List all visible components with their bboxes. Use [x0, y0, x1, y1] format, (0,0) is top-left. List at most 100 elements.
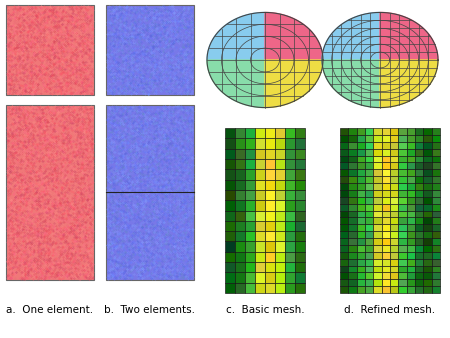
Bar	[407, 142, 415, 149]
Bar	[423, 128, 432, 135]
Bar	[382, 259, 390, 266]
Bar	[407, 149, 415, 155]
Bar	[225, 211, 235, 221]
Bar	[432, 259, 440, 266]
Bar	[357, 169, 365, 176]
Bar	[235, 200, 245, 211]
Bar	[415, 217, 423, 224]
Bar	[348, 211, 357, 217]
Bar	[235, 179, 245, 190]
Bar	[365, 197, 374, 203]
Bar	[348, 266, 357, 272]
Bar	[340, 183, 348, 190]
Bar	[255, 241, 265, 252]
Bar	[374, 238, 382, 245]
Bar	[398, 245, 407, 252]
Bar	[374, 252, 382, 259]
Bar	[382, 190, 390, 197]
Bar	[423, 238, 432, 245]
Bar	[340, 162, 348, 169]
Bar	[255, 262, 265, 272]
Bar	[365, 183, 374, 190]
Bar	[225, 200, 235, 211]
Bar	[340, 169, 348, 176]
Bar	[265, 149, 275, 159]
Bar	[398, 286, 407, 293]
Bar	[423, 162, 432, 169]
Bar	[348, 252, 357, 259]
Bar	[382, 266, 390, 272]
Bar	[382, 279, 390, 286]
Bar	[365, 252, 374, 259]
Bar	[374, 155, 382, 162]
Bar	[374, 176, 382, 183]
Bar	[390, 128, 398, 135]
Bar	[295, 149, 305, 159]
Bar	[423, 155, 432, 162]
Bar	[390, 169, 398, 176]
Bar	[432, 231, 440, 238]
Bar	[348, 203, 357, 211]
Bar	[255, 221, 265, 231]
Bar	[374, 266, 382, 272]
Bar	[407, 190, 415, 197]
Bar	[245, 179, 255, 190]
Bar	[398, 197, 407, 203]
Bar	[235, 252, 245, 262]
Bar	[398, 266, 407, 272]
Bar	[432, 155, 440, 162]
Bar	[340, 135, 348, 142]
Bar	[390, 203, 398, 211]
Bar	[415, 169, 423, 176]
Bar	[340, 217, 348, 224]
Bar	[340, 203, 348, 211]
Bar	[390, 252, 398, 259]
Bar	[390, 266, 398, 272]
Bar	[285, 169, 295, 179]
Bar	[275, 190, 285, 200]
Bar	[365, 286, 374, 293]
Bar	[432, 162, 440, 169]
Bar	[365, 217, 374, 224]
Bar	[285, 262, 295, 272]
Bar	[382, 176, 390, 183]
Bar	[245, 262, 255, 272]
Bar	[265, 283, 275, 293]
Bar	[265, 200, 275, 211]
Bar	[275, 159, 285, 169]
Bar	[6, 5, 94, 95]
Bar	[423, 211, 432, 217]
Text: d.  Refined mesh.: d. Refined mesh.	[344, 305, 436, 315]
Bar	[285, 138, 295, 149]
Bar	[423, 266, 432, 272]
Bar	[340, 190, 348, 197]
Bar	[348, 183, 357, 190]
Bar	[374, 183, 382, 190]
Bar	[407, 183, 415, 190]
Bar	[357, 279, 365, 286]
Bar	[432, 224, 440, 231]
Bar	[357, 128, 365, 135]
Bar	[423, 135, 432, 142]
Bar	[415, 231, 423, 238]
Bar	[235, 211, 245, 221]
Bar	[374, 259, 382, 266]
Bar	[285, 179, 295, 190]
Bar	[415, 135, 423, 142]
Bar	[348, 169, 357, 176]
Bar	[407, 217, 415, 224]
Bar	[382, 245, 390, 252]
Bar	[235, 138, 245, 149]
Bar	[398, 155, 407, 162]
Bar	[245, 190, 255, 200]
Bar	[365, 149, 374, 155]
Bar	[365, 211, 374, 217]
Bar	[235, 221, 245, 231]
Bar	[275, 252, 285, 262]
Bar	[265, 272, 275, 283]
Bar	[235, 128, 245, 138]
Bar	[235, 262, 245, 272]
Bar	[374, 128, 382, 135]
Polygon shape	[207, 60, 265, 107]
Bar	[432, 279, 440, 286]
